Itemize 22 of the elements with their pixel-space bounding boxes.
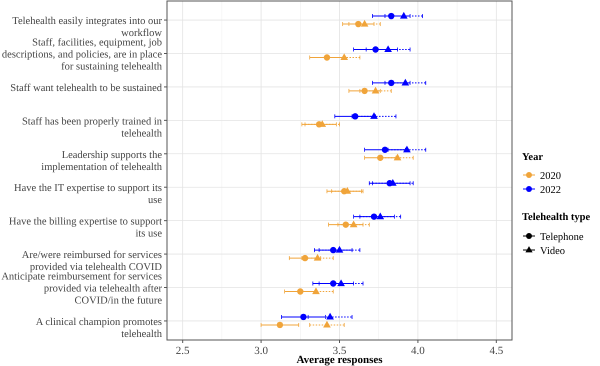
x-axis-title: Average responses <box>296 354 384 366</box>
x-tick-label: 3.0 <box>254 345 268 357</box>
y-tick-label: Telehealth easily integrates into our workflow <box>12 16 162 40</box>
x-tick-label: 2.5 <box>176 345 190 357</box>
text: Telephone <box>540 232 584 243</box>
y-tick-label: Anticipate reimbursement for services provided via telehealth after COVID/in the future <box>1 272 162 307</box>
x-tick-label: 4.5 <box>489 345 504 357</box>
x-tick-label: 3.5 <box>332 345 347 357</box>
legend-label: 2020 <box>540 171 561 182</box>
y-tick-label: Have the IT expertise to support its use <box>14 183 162 206</box>
y-tick-label: Staff want telehealth to be sustained <box>10 82 163 94</box>
y-tick-label: Staff, facilities, equipment, job descriptions, and policies, are in place for sustaining telehealth <box>2 37 163 72</box>
y-tick-label: Staff has been properly trained in telehealth <box>22 116 163 140</box>
text: Telehealth type <box>522 212 590 223</box>
y-tick-label: Have the billing expertise to support its use <box>8 216 162 240</box>
text: Video <box>540 246 566 257</box>
x-tick-label: 4.0 <box>411 345 426 357</box>
text: Year <box>522 152 543 163</box>
y-tick-label: Are/were reimbursed for services provided via telehealth COVID <box>22 250 162 274</box>
legend-label: 2022 <box>540 185 561 196</box>
y-tick-label: Leadership supports the implementation of telehealth <box>41 150 163 173</box>
y-tick-label: A clinical champion promotes telehealth <box>36 316 163 340</box>
